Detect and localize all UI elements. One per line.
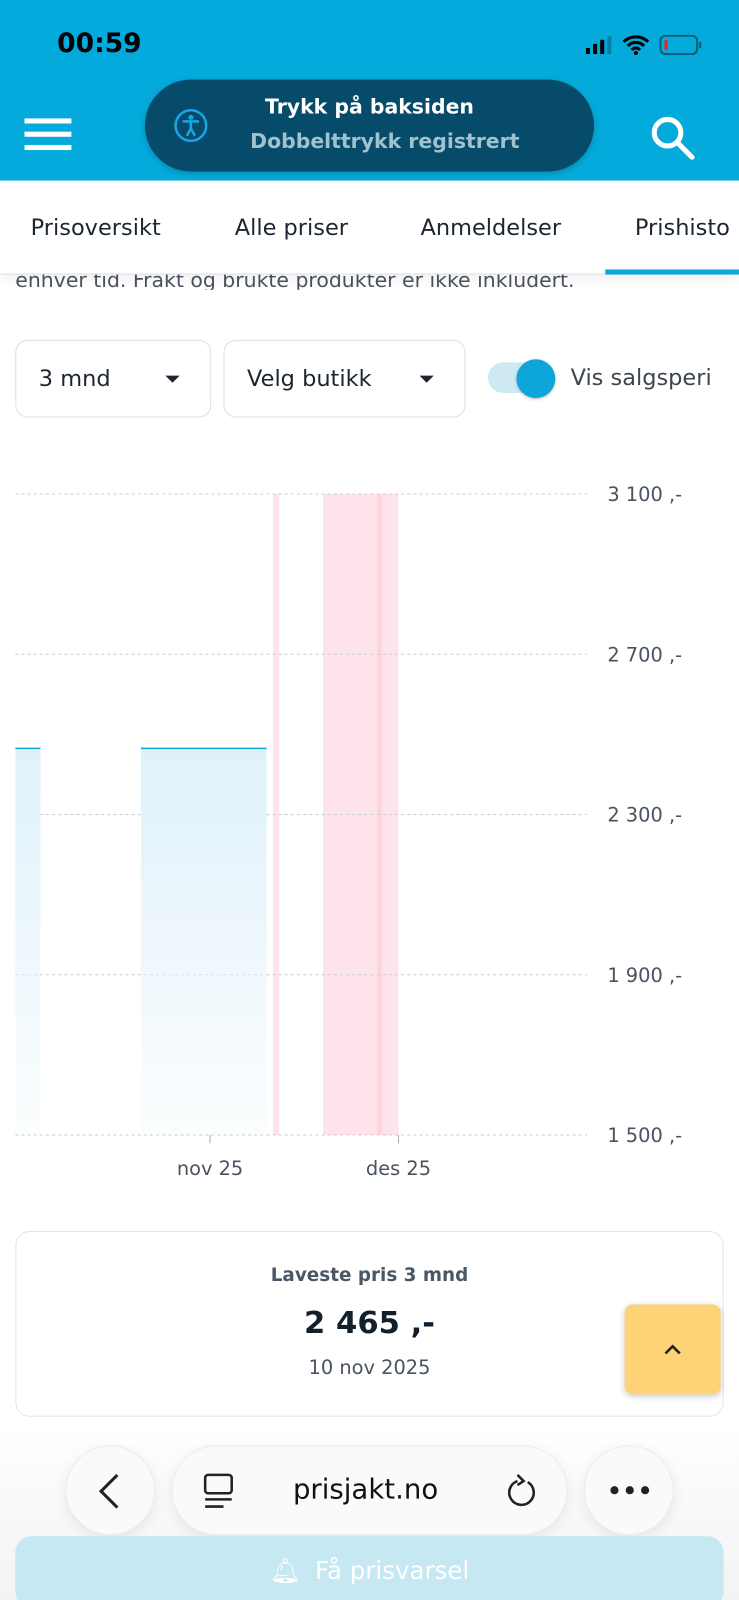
x-tick-label: nov 25 — [177, 1157, 243, 1180]
search-icon[interactable] — [649, 114, 696, 161]
status-time: 00:59 — [57, 28, 142, 60]
hamburger-icon[interactable] — [24, 116, 72, 153]
tab-anmeldelser[interactable]: Anmeldelser — [420, 215, 562, 241]
caret-down-icon — [165, 375, 180, 383]
reader-icon — [203, 1473, 233, 1508]
tab-prisoversikt[interactable]: Prisoversikt — [30, 215, 161, 241]
tab-prishistorikk[interactable]: Prishisto — [634, 215, 730, 241]
toggle-knob[interactable] — [516, 359, 556, 399]
toast-subtitle: Dobbelttrykk registrert — [250, 128, 520, 154]
y-tick-label: 1 900 ,- — [607, 964, 682, 987]
price-history-chart[interactable]: 3 100 ,- 2 700 ,- 2 300 ,- 1 900 ,- 1 500 ,-… — [0, 470, 739, 1205]
lowest-price-label: Laveste pris 3 mnd — [270, 1264, 469, 1287]
price-alert-label: Få prisvarsel — [315, 1556, 470, 1586]
accessibility-icon — [174, 108, 208, 143]
period-dropdown[interactable]: 3 mnd — [15, 339, 212, 418]
wifi-icon — [622, 35, 650, 56]
store-value: Velg butikk — [247, 365, 372, 392]
reload-icon[interactable] — [505, 1473, 538, 1510]
signal-icon — [585, 35, 612, 55]
chevron-up-icon — [664, 1344, 681, 1355]
lowest-price-value: 2 465 ,- — [304, 1305, 435, 1342]
y-tick-label: 2 300 ,- — [607, 804, 682, 827]
address-bar[interactable] — [171, 1445, 568, 1536]
url-text: prisjakt.no — [292, 1473, 439, 1506]
tab-bar: Prisoversikt Alle priser Anmeldelser Pri… — [0, 180, 739, 275]
price-area — [15, 748, 41, 1136]
y-tick-label: 1 500 ,- — [607, 1124, 682, 1147]
chevron-left-icon — [98, 1473, 119, 1509]
y-tick-label: 3 100 ,- — [607, 483, 682, 506]
active-tab-indicator — [605, 269, 739, 275]
toast-title: Trykk på baksiden — [265, 93, 474, 119]
more-button[interactable] — [583, 1445, 674, 1536]
battery-low-icon — [659, 34, 702, 56]
toggle-label: Vis salgsperi — [570, 365, 712, 391]
price-area — [140, 748, 267, 1136]
bell-icon: 🔔︎ — [269, 1556, 301, 1586]
y-tick-label: 2 700 ,- — [607, 643, 682, 666]
lowest-price-date: 10 nov 2025 — [308, 1356, 431, 1379]
price-alert-button[interactable]: 🔔︎ Få prisvarsel — [15, 1536, 724, 1600]
x-tick-label: des 25 — [366, 1157, 431, 1180]
store-dropdown[interactable]: Velg butikk — [223, 339, 466, 418]
caret-down-icon — [419, 375, 434, 383]
tab-alle-priser[interactable]: Alle priser — [234, 215, 349, 241]
more-icon — [610, 1486, 650, 1495]
lowest-price-card: Laveste pris 3 mnd 2 465 ,- 10 nov 2025 — [15, 1230, 724, 1417]
accessibility-toast: Trykk på baksiden Dobbelttrykk registrer… — [144, 79, 595, 172]
sale-period-band — [272, 494, 280, 1136]
period-value: 3 mnd — [38, 365, 111, 392]
scroll-to-top-button[interactable] — [624, 1304, 721, 1395]
back-button[interactable] — [65, 1445, 156, 1536]
status-icons — [585, 34, 702, 56]
